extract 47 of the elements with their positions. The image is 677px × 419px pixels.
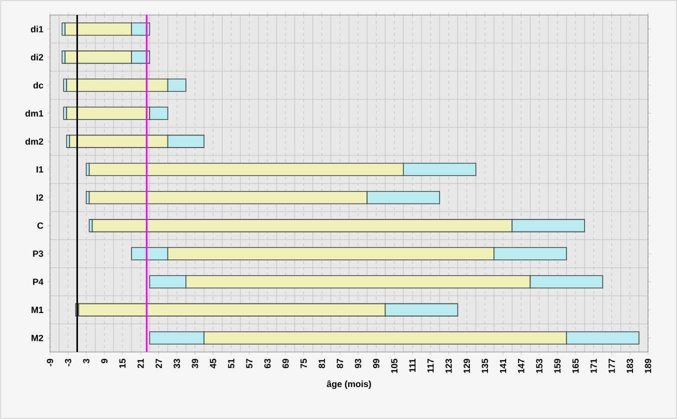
x-tick-label: 99 (373, 358, 380, 368)
y-tick-label: dm1 (25, 110, 44, 117)
y-tick-label: C (37, 222, 44, 229)
x-tick-label: 75 (300, 358, 307, 368)
x-tick-label: 9 (101, 358, 108, 364)
x-tick-label: 69 (282, 358, 289, 368)
y-tick-label: M2 (32, 334, 44, 342)
x-tick-label: 57 (246, 358, 252, 368)
y-tick-label: P3 (33, 250, 44, 257)
x-tick-label: 81 (318, 358, 325, 368)
x-tick-label: 111 (409, 358, 416, 372)
y-tick-label: dc (33, 82, 44, 89)
x-tick-label: 117 (427, 358, 434, 372)
x-tick-label: -9 (46, 358, 54, 366)
x-tick-label: 63 (264, 358, 271, 368)
x-tick-label: 15 (119, 358, 126, 368)
x-tick-label: 27 (156, 358, 162, 368)
x-tick-label: 87 (336, 358, 344, 368)
y-tick-label: di2 (30, 54, 44, 60)
y-tick-label: I1 (36, 166, 44, 173)
x-tick-label: 129 (464, 358, 470, 373)
x-tick-label: 3 (83, 358, 90, 364)
x-tick-label: 135 (482, 358, 488, 373)
x-tick-label: 141 (500, 358, 506, 373)
x-tick-label: -3 (64, 358, 72, 366)
x-tick-label: 177 (608, 358, 615, 373)
x-tick-label: 165 (572, 358, 579, 373)
x-tick-label: 189 (644, 358, 652, 373)
x-tick-label: 51 (228, 358, 234, 368)
x-tick-label: 105 (391, 358, 398, 373)
y-tick-label: M1 (32, 306, 44, 313)
x-tick-label: 123 (445, 358, 452, 373)
x-tick-label: 21 (137, 358, 144, 368)
y-tick-label: di1 (30, 26, 44, 32)
x-tick-label: 45 (210, 358, 216, 368)
x-tick-label: 183 (626, 358, 634, 373)
x-tick-label: 93 (354, 358, 362, 368)
x-tick-label: 171 (590, 358, 597, 373)
x-tick-label: 159 (554, 358, 561, 373)
y-tick-label: dm2 (25, 138, 44, 145)
x-tick-label: 39 (192, 358, 198, 368)
y-tick-label: P4 (33, 278, 44, 285)
x-axis-title: âge (mois) (326, 380, 371, 389)
x-tick-label: 33 (174, 358, 180, 368)
x-tick-label: 153 (536, 358, 542, 373)
x-tick-label: 147 (518, 358, 524, 373)
y-tick-label: I2 (36, 194, 44, 201)
